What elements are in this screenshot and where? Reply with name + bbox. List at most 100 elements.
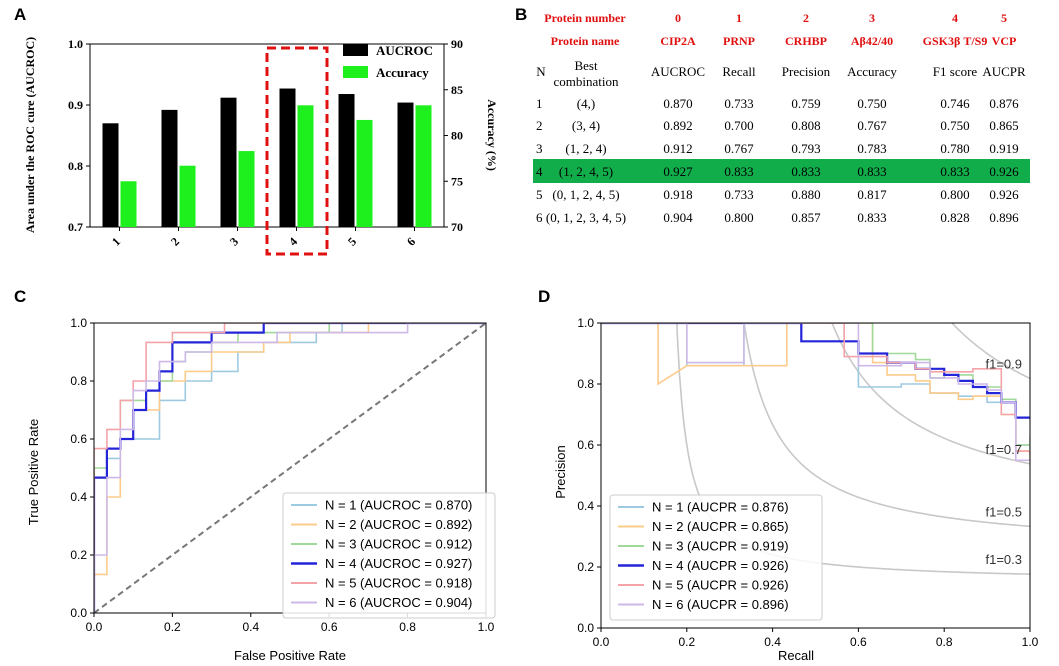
protein-name-1: PRNP (723, 34, 755, 48)
y-tick-label: 0.2 (577, 560, 594, 574)
table-cell: 0.759 (791, 96, 820, 111)
x-tick-label: 0.6 (850, 635, 867, 649)
table-cell: 0.926 (989, 164, 1019, 179)
table-cell: 0.746 (940, 96, 970, 111)
protein-number-3: 3 (869, 11, 875, 25)
table-cell: 0.870 (663, 96, 692, 111)
bar-aucroc-5 (338, 94, 355, 228)
table-row: 3 (1, 2, 4) 0.912 0.767 0.793 0.783 0.780 0.919 (536, 141, 1019, 156)
roc-plot: 0.0 0.2 0.4 0.6 0.8 1.0 0.0 0.2 0.4 0.6 0.8 1.0 (70, 316, 494, 634)
bar-aucroc-4 (279, 88, 296, 227)
table-cell: 0.876 (989, 96, 1019, 111)
y-tick-label: 0.6 (577, 438, 594, 452)
table-cell: 3 (536, 141, 543, 156)
y-tick-label: 0.6 (70, 432, 87, 446)
x-tick-label-a: 1 (109, 235, 123, 249)
legend-label-n4: N = 4 (AUCPR = 0.926) (652, 558, 789, 573)
x-tick-label-a: 5 (345, 235, 359, 249)
legend-label-n3: N = 3 (AUCROC = 0.912) (325, 537, 472, 552)
table-cell: 0.767 (857, 118, 887, 133)
table-cell: 0.927 (663, 164, 693, 179)
bar-aucroc-1 (102, 123, 119, 227)
x-tick-label: 0.4 (764, 635, 781, 649)
column-header-f1-score: F1 score (933, 64, 978, 79)
iso-f1-curve (950, 323, 1030, 380)
x-tick-label-a: 2 (168, 235, 182, 249)
bar-accuracy-4 (297, 105, 314, 227)
protein-number-0: 0 (675, 11, 681, 25)
protein-number-1: 1 (736, 11, 742, 25)
legend-label-n1: N = 1 (AUCROC = 0.870) (325, 498, 472, 513)
table-row: 1 (4,) 0.870 0.733 0.759 0.750 0.746 0.876 (536, 96, 1019, 111)
y-axis-label-d: Precision (553, 445, 568, 498)
table-cell: 6 (536, 210, 543, 225)
column-header-aucpr: AUCPR (982, 64, 1026, 79)
protein-name-3: Aβ42/40 (851, 34, 893, 48)
y2-axis-label-a: Accuracy (%) (485, 99, 499, 171)
table-cell: 0.896 (989, 210, 1019, 225)
table-cell: 0.892 (663, 118, 692, 133)
table-row: 2 (3, 4) 0.892 0.700 0.808 0.767 0.750 0.865 (536, 118, 1019, 133)
table-cell: (1, 2, 4, 5) (559, 164, 613, 179)
legend-label-n2: N = 2 (AUCROC = 0.892) (325, 517, 472, 532)
highlight-box-n4 (265, 46, 329, 256)
column-header-n: N (536, 64, 546, 79)
y-axis-label-a: Area under the ROC cure (AUCROC) (23, 37, 37, 233)
column-header-best-combination: Best combination (554, 58, 619, 89)
y-tick-label: 1.0 (70, 316, 87, 330)
y-tick-label: 0.8 (577, 377, 594, 391)
legend-box (282, 492, 496, 619)
legend-label-n5: N = 5 (AUCPR = 0.926) (652, 578, 789, 593)
table-row: 4 (1, 2, 4, 5) 0.927 0.833 0.833 0.833 0.833 0.… (536, 164, 1019, 179)
y-axis-label-c: True Positive Rate (26, 419, 41, 525)
table-cell: 0.780 (940, 141, 969, 156)
y-tick-label-a: 0.7 (68, 220, 83, 234)
panel-c-roc-chart: C 0.0 0.2 0.4 0.6 0.8 1.0 0.0 0.2 0.4 0.6 0.8 1.0 F… (14, 287, 496, 663)
x-axis-label-c: False Positive Rate (234, 648, 346, 663)
legend-c: N = 1 (AUCROC = 0.870) N = 2 (AUCROC = 0.… (282, 492, 496, 619)
table-cell: 0.904 (663, 210, 693, 225)
table-cell: 0.733 (724, 187, 753, 202)
protein-number-4: 4 (952, 11, 958, 25)
bar-aucroc-2 (161, 109, 178, 227)
table-cell: 2 (536, 118, 543, 133)
panel-a-bar-chart: A 1 2 3 4 5 6 0.7 0.8 0.9 1.0 70 75 80 85 90 AUCROC Ac… (14, 5, 499, 256)
table-cell: 1 (536, 96, 543, 111)
panel-label-a: A (14, 5, 26, 24)
x-tick-label: 0.8 (399, 620, 416, 634)
table-cell: (0, 1, 2, 4, 5) (552, 187, 619, 202)
legend-label-accuracy: Accuracy (376, 65, 429, 80)
x-tick-label: 0.8 (936, 635, 953, 649)
table-body: 1 (4,) 0.870 0.733 0.759 0.750 0.746 0.876 2 (3, … (536, 96, 1019, 225)
table-cell: 0.833 (940, 164, 969, 179)
legend-label-n2: N = 2 (AUCPR = 0.865) (652, 519, 789, 534)
y-tick-label: 0.2 (70, 548, 87, 562)
protein-name-0: CIP2A (660, 34, 696, 48)
table-cell: 0.833 (791, 164, 820, 179)
series-line-n2 (94, 323, 486, 613)
y2-tick-label-a: 70 (451, 220, 463, 234)
table-cell: 0.800 (724, 210, 753, 225)
iso-f1-label: f1=0.3 (985, 552, 1022, 567)
protein-number-5: 5 (1001, 11, 1007, 25)
panel-label-d: D (538, 287, 550, 306)
table-cell: (0, 1, 2, 3, 4, 5) (546, 210, 626, 225)
table-cell: (4,) (577, 96, 595, 111)
legend-box (609, 494, 823, 621)
legend-swatch-accuracy (343, 66, 368, 78)
table-cell: 5 (536, 187, 543, 202)
table-cell: 0.912 (663, 141, 692, 156)
plot-frame (600, 322, 1031, 629)
table-cell: 4 (536, 164, 543, 179)
iso-f1-label: f1=0.9 (985, 356, 1022, 371)
series-line-n1 (94, 323, 486, 613)
y-tick-label-a: 0.9 (68, 98, 83, 112)
y-tick-label-a: 0.8 (68, 159, 83, 173)
table-cell: 0.817 (857, 187, 887, 202)
x-tick-label-a: 4 (286, 235, 300, 249)
table-cell: 0.700 (724, 118, 753, 133)
table-row: 5 (0, 1, 2, 4, 5) 0.918 0.733 0.880 0.817 0.80… (536, 187, 1019, 202)
column-header-precision: Precision (782, 64, 831, 79)
series-line-n1 (601, 323, 1030, 458)
y-tick-label: 0.4 (577, 499, 594, 513)
